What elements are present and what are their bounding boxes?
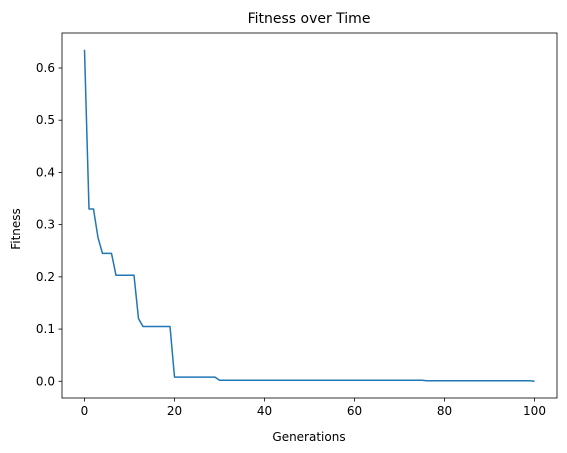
x-tick-label: 100 xyxy=(523,404,546,418)
x-tick-label: 60 xyxy=(347,404,362,418)
series-line-0 xyxy=(83,49,535,383)
y-tick-label: 0.2 xyxy=(36,270,55,284)
y-tick-label: 0.4 xyxy=(36,165,55,179)
y-tick-label: 0.5 xyxy=(36,113,55,127)
y-tick-label: 0.3 xyxy=(36,218,55,232)
plot-area: 0 20 40 60 80 100 0.0 0.1 0.2 0.3 0.4 0.5 0.6 xyxy=(36,32,558,418)
x-tick-label: 20 xyxy=(167,404,182,418)
x-tick-label: 80 xyxy=(437,404,452,418)
y-tick-label: 0.0 xyxy=(36,374,55,388)
x-axis-label: Generations xyxy=(272,430,345,444)
x-tick-label: 0 xyxy=(81,404,89,418)
x-tick-label: 40 xyxy=(257,404,272,418)
y-axis-label: Fitness xyxy=(9,208,23,250)
plot-frame xyxy=(61,32,558,399)
chart-title: Fitness over Time xyxy=(248,11,371,27)
y-tick-label: 0.1 xyxy=(36,322,55,336)
y-tick-label: 0.6 xyxy=(36,61,55,75)
